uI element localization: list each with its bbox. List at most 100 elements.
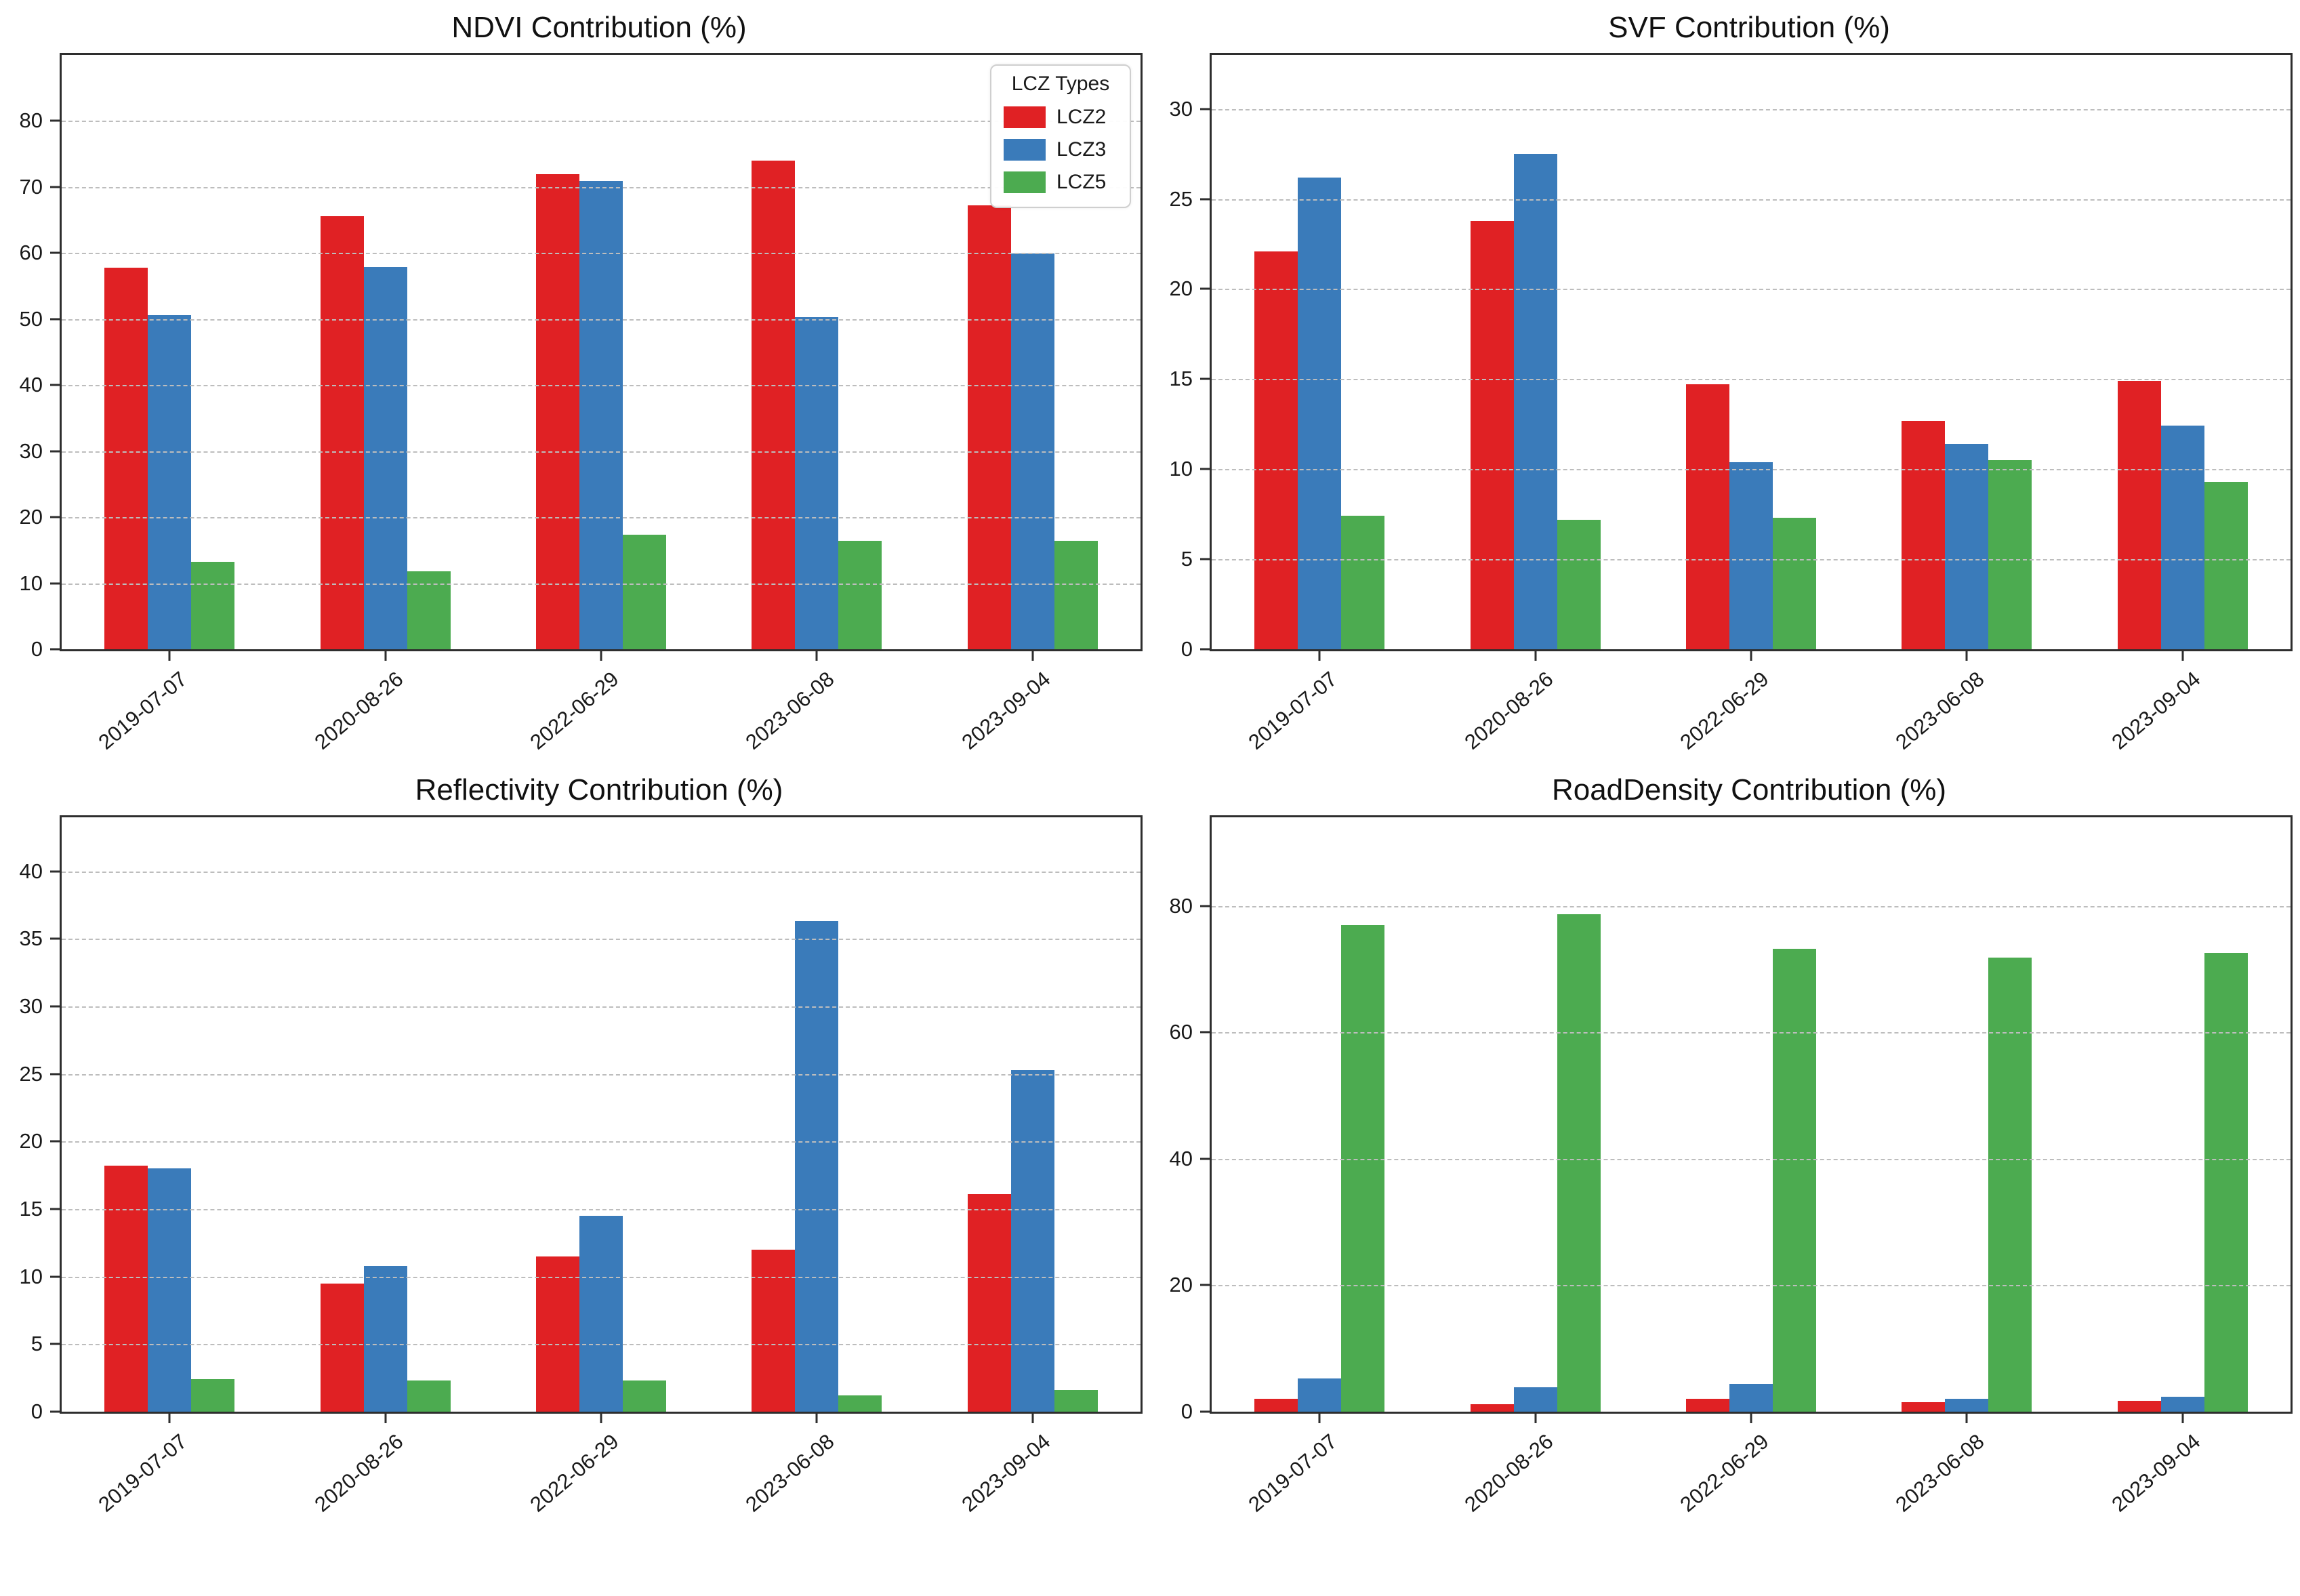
chart-title-roaddensity: RoadDensity Contribution (%) [1551,773,1947,806]
x-tick-mark [1318,651,1321,661]
bar-lcz5-2020-08-26 [407,571,451,649]
bar-lcz5-2019-07-07 [191,1379,235,1412]
bar-lcz5-2023-09-04 [1054,1390,1098,1412]
legend-swatch-lcz2 [1004,106,1046,128]
bar-lcz5-2023-09-04 [1054,541,1098,649]
subplot-ndvi: NDVI Contribution (%) LCZ Types LCZ2 LCZ… [0,0,1150,762]
bar-lcz2-2022-06-29 [1686,1399,1729,1412]
bar-lcz3-2020-08-26 [1513,1387,1557,1412]
chart-title-ndvi: NDVI Contribution (%) [451,11,747,44]
x-tick-label: 2022-06-29 [525,1429,623,1517]
bar-lcz2-2020-08-26 [1470,1404,1514,1412]
x-tick-label: 2023-09-04 [957,1429,1055,1517]
y-tick-mark [50,186,60,188]
legend-row-lcz5: LCZ5 [991,166,1130,199]
bar-lcz2-2022-06-29 [1686,384,1729,649]
x-tick-mark [168,651,171,661]
y-tick-label: 35 [19,926,43,951]
subplot-svf: SVF Contribution (%) 0 5 10 15 20 25 30 2019-07… [1150,0,2300,762]
gridline [1212,289,2291,291]
bar-lcz5-2023-06-08 [838,1395,882,1412]
legend-row-lcz3: LCZ3 [991,134,1130,166]
plot-area-roaddensity: 0 20 40 60 80 2019-07-07 2020-08-26 2022-06-29 2… [1170,815,2293,1517]
bar-lcz2-2022-06-29 [536,174,579,649]
chart-title-svf: SVF Contribution (%) [1608,11,1890,44]
bar-lcz3-2020-08-26 [363,266,407,649]
y-tick-mark [1200,287,1210,290]
legend-swatch-lcz5 [1004,171,1046,193]
x-tick-mark [1031,651,1034,661]
x-tick-label: 2022-06-29 [1675,1429,1773,1517]
y-tick-mark [50,251,60,254]
y-tick-mark [50,1005,60,1008]
y-tick-mark [50,1140,60,1143]
subplot-roaddensity: RoadDensity Contribution (%) 0 20 40 60 80 20… [1150,762,2300,1525]
gridline [1212,108,2291,110]
y-tick-label: 5 [30,1332,43,1356]
bar-lcz3-2022-06-29 [1729,462,1773,649]
x-tick-label: 2023-09-04 [2107,1429,2205,1517]
bar-lcz3-2023-09-04 [2160,426,2204,649]
y-tick-mark [50,582,60,585]
bar-lcz3-2019-07-07 [1298,177,1342,649]
y-tick-label: 20 [1169,1273,1193,1297]
gridline [62,1006,1141,1008]
gridline [1212,199,2291,201]
x-tick-mark [168,1414,171,1423]
legend-title: LCZ Types [1011,73,1110,95]
x-tick-mark [815,651,818,661]
y-tick-mark [1200,1031,1210,1034]
bar-lcz2-2022-06-29 [536,1256,579,1412]
y-tick-label: 20 [19,1129,43,1153]
y-tick-mark [50,516,60,518]
y-tick-label: 50 [19,306,43,331]
bar-lcz3-2019-07-07 [1298,1378,1342,1412]
x-tick-label: 2019-07-07 [1244,1429,1342,1517]
x-tick-mark [815,1414,818,1423]
y-tick-label: 0 [30,1399,43,1423]
bar-lcz5-2023-09-04 [2204,481,2248,649]
y-tick-label: 0 [1180,637,1193,661]
y-tick-mark [1200,1284,1210,1286]
gridline [62,121,1141,123]
y-tick-label: 25 [19,1061,43,1086]
bar-lcz2-2019-07-07 [1254,1399,1298,1412]
bar-lcz2-2020-08-26 [320,216,364,649]
x-tick-label: 2023-06-08 [741,1429,839,1517]
bar-lcz5-2019-07-07 [191,562,235,649]
gridline [62,1073,1141,1076]
x-tick-mark [1534,651,1537,661]
y-tick-label: 60 [19,241,43,265]
y-tick-mark [1200,377,1210,380]
x-tick-label: 2023-06-08 [1891,1429,1989,1517]
y-tick-mark [50,648,60,651]
x-tick-mark [1318,1414,1321,1423]
y-tick-label: 80 [1169,893,1193,918]
bar-lcz5-2023-06-08 [1988,958,2032,1412]
x-tick-mark [384,651,387,661]
chart-title-reflectivity: Reflectivity Contribution (%) [415,773,783,806]
y-tick-mark [50,937,60,940]
x-tick-mark [1750,651,1752,661]
bar-lcz5-2023-09-04 [2204,952,2248,1412]
bar-lcz5-2023-06-08 [1988,459,2032,649]
bar-lcz5-2023-06-08 [838,541,882,649]
x-tick-mark [1534,1414,1537,1423]
x-tick-label: 2020-08-26 [310,1429,408,1517]
bar-lcz5-2022-06-29 [623,535,666,649]
x-tick-label: 2019-07-07 [94,1429,192,1517]
y-tick-mark [1200,905,1210,907]
y-tick-mark [50,318,60,321]
gridline [62,871,1141,873]
bar-lcz2-2019-07-07 [104,1166,148,1412]
y-tick-label: 25 [1169,186,1193,211]
bar-lcz3-2023-09-04 [1010,1069,1054,1412]
bar-lcz3-2022-06-29 [1729,1383,1773,1412]
y-tick-mark [50,1343,60,1345]
bar-lcz5-2022-06-29 [623,1380,666,1412]
x-tick-mark [1965,1414,1968,1423]
bar-lcz3-2023-06-08 [1945,444,1989,649]
y-tick-mark [50,1073,60,1076]
bar-lcz5-2020-08-26 [407,1380,451,1412]
gridline [62,1141,1141,1143]
